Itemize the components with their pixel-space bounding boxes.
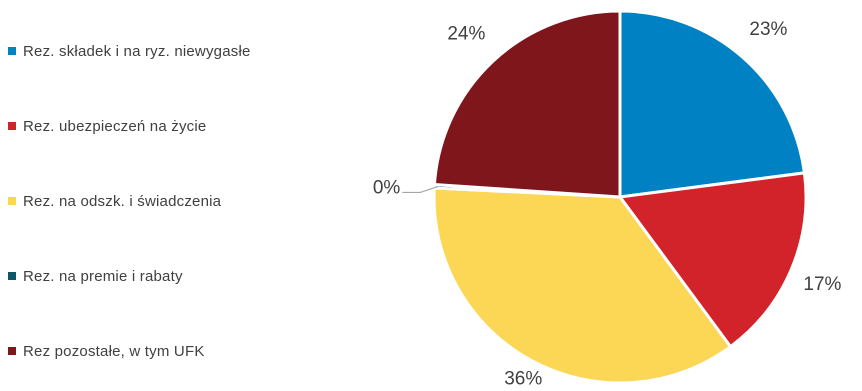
- legend-swatch: [8, 197, 16, 205]
- legend-label: Rez. składek i na ryz. niewygasłe: [23, 42, 251, 60]
- pie-slice: [432, 9, 622, 199]
- legend-item: Rez. na premie i rabaty: [8, 265, 183, 287]
- data-label: 0%: [373, 177, 401, 198]
- legend-label: Rez pozostałe, w tym UFK: [23, 342, 205, 360]
- legend-item: Rez. składek i na ryz. niewygasłe: [8, 40, 251, 62]
- legend-item: Rez. na odszk. i świadczenia: [8, 190, 221, 212]
- legend-swatch: [8, 347, 16, 355]
- legend-swatch: [8, 272, 16, 280]
- legend-swatch: [8, 122, 16, 130]
- legend-label: Rez. na odszk. i świadczenia: [23, 192, 222, 210]
- pie-slice: [432, 186, 732, 385]
- legend-label: Rez. na premie i rabaty: [23, 267, 183, 285]
- legend-item: Rez. ubezpieczeń na życie: [8, 115, 206, 137]
- data-label: 17%: [803, 274, 841, 295]
- pie-slice: [618, 9, 806, 199]
- pie-slice: [618, 171, 808, 349]
- data-label: 24%: [447, 24, 485, 45]
- leader-line: [402, 185, 439, 194]
- legend-label: Rez. ubezpieczeń na życie: [23, 117, 207, 135]
- chart-legend: Rez. składek i na ryz. niewygasłe Rez. u…: [8, 0, 328, 391]
- legend-item: Rez pozostałe, w tym UFK: [8, 340, 205, 362]
- data-label: 23%: [749, 19, 787, 40]
- data-label: 36%: [504, 369, 542, 390]
- legend-swatch: [8, 47, 16, 55]
